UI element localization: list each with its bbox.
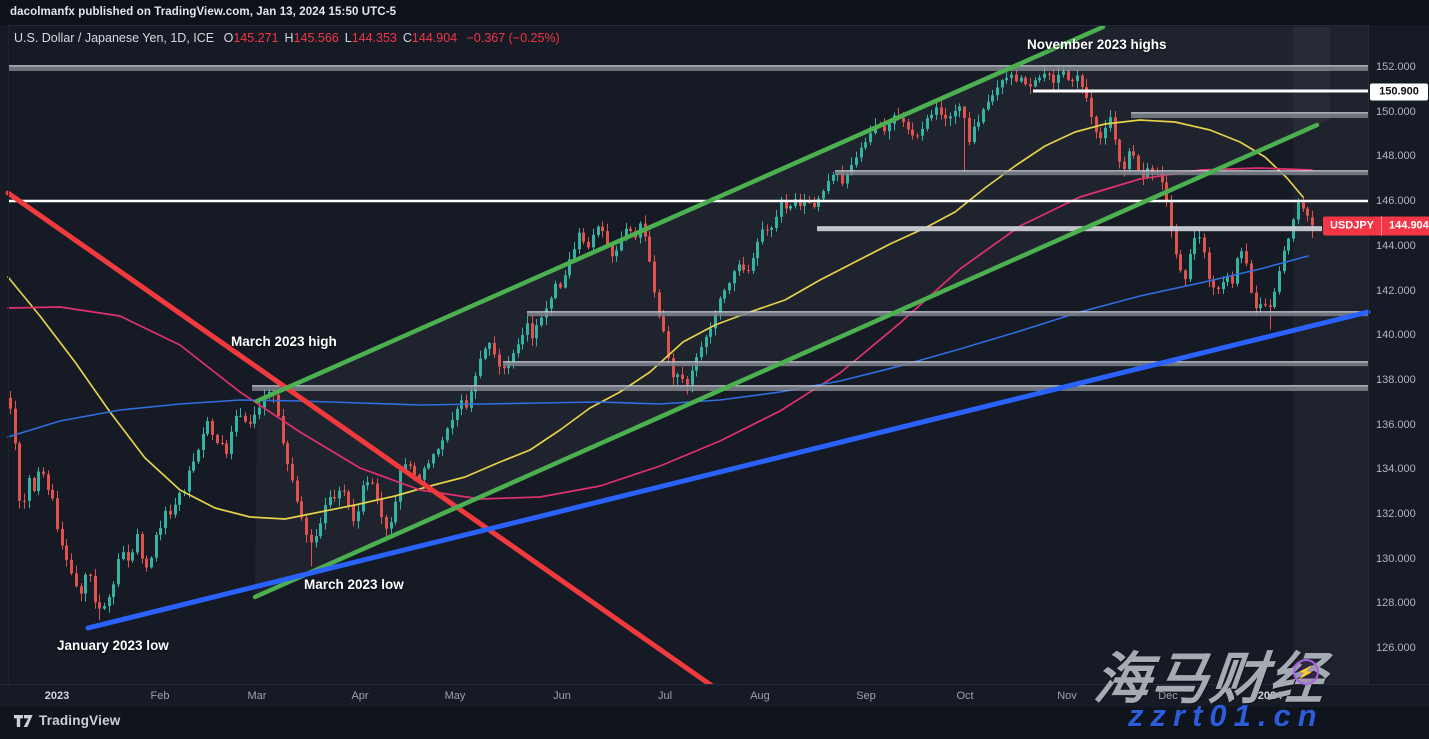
time-axis-label-Sep: Sep bbox=[856, 690, 876, 702]
red-downtrend[interactable] bbox=[5, 190, 718, 691]
green-channel-lower[interactable] bbox=[252, 122, 1320, 600]
annotation-january-2023-low: January 2023 low bbox=[57, 638, 169, 653]
price-chart-canvas[interactable] bbox=[0, 25, 1429, 707]
level-zone-138.7[interactable] bbox=[503, 361, 1368, 367]
tradingview-logo-icon bbox=[14, 714, 33, 727]
annotation-november-2023-highs: November 2023 highs bbox=[1027, 37, 1167, 52]
time-axis-label-2023: 2023 bbox=[44, 690, 70, 702]
price-axis-label: 146.000 bbox=[1376, 195, 1416, 208]
symbol-legend[interactable]: U.S. Dollar / Japanese Yen, 1D, ICE O145… bbox=[14, 31, 560, 45]
level-zone-149.9[interactable] bbox=[1131, 112, 1368, 118]
publish-bar: dacolmanfx published on TradingView.com,… bbox=[0, 0, 1429, 25]
chart-area[interactable]: U.S. Dollar / Japanese Yen, 1D, ICE O145… bbox=[0, 25, 1429, 707]
time-axis-label-Dec: Dec bbox=[1158, 690, 1178, 702]
ma-blue bbox=[7, 255, 1309, 438]
time-axis-label-Nov: Nov bbox=[1057, 690, 1077, 702]
annotation-march-2023-low: March 2023 low bbox=[304, 577, 404, 592]
level-white-146[interactable] bbox=[8, 199, 1368, 203]
level-price-badge: 150.900 bbox=[1370, 83, 1428, 101]
ma-yellow bbox=[7, 119, 1304, 520]
level-zone-137.75[interactable] bbox=[252, 385, 1368, 391]
publish-line: dacolmanfx published on TradingView.com,… bbox=[10, 6, 397, 18]
footer-bar: TradingView bbox=[0, 707, 1429, 739]
price-axis-label: 148.000 bbox=[1376, 150, 1416, 163]
price-axis-label: 126.000 bbox=[1376, 642, 1416, 655]
time-axis-label-Oct: Oct bbox=[956, 690, 974, 702]
ma-pink bbox=[7, 167, 1313, 500]
annotation-march-2023-high: March 2023 high bbox=[231, 334, 337, 349]
price-axis-label: 128.000 bbox=[1376, 597, 1416, 610]
price-axis-label: 140.000 bbox=[1376, 329, 1416, 342]
price-axis-label: 132.000 bbox=[1376, 508, 1416, 520]
badge-symbol: USDJPY bbox=[1330, 219, 1375, 232]
price-axis-label: 138.000 bbox=[1376, 373, 1416, 386]
price-axis[interactable]: 152.000 150.000 148.000 146.000 144.000 142.0… bbox=[1368, 25, 1429, 684]
last-price-badge: USDJPY 144.904 bbox=[1323, 216, 1429, 236]
time-axis-label-Aug: Aug bbox=[750, 690, 770, 702]
time-axis-label-Mar: Mar bbox=[247, 690, 267, 702]
level-zone-151.85[interactable] bbox=[8, 65, 1368, 71]
level-zone-147.35[interactable] bbox=[835, 170, 1368, 176]
time-axis-label-2024: 2024 bbox=[1257, 690, 1283, 702]
badge-price: 144.904 bbox=[1389, 219, 1429, 232]
time-axis-label-Jun: Jun bbox=[553, 690, 571, 702]
green-channel-upper[interactable] bbox=[254, 25, 1106, 404]
price-axis-label: 130.000 bbox=[1376, 552, 1416, 565]
level-zone-141.05[interactable] bbox=[527, 311, 1368, 317]
level-zone-144.8[interactable] bbox=[817, 226, 1322, 232]
symbol-title: U.S. Dollar / Japanese Yen, 1D, ICE bbox=[14, 31, 215, 45]
price-axis-label: 152.000 bbox=[1376, 61, 1416, 73]
blue-uptrend[interactable] bbox=[85, 309, 1371, 631]
price-axis-label: 150.000 bbox=[1376, 105, 1416, 118]
time-axis[interactable]: 2023 Feb Mar Apr May Jun Jul Aug Sep Oct Nov Dec 202… bbox=[0, 684, 1429, 707]
tradingview-logo-text: TradingView bbox=[39, 713, 121, 728]
time-axis-label-May: May bbox=[444, 690, 466, 702]
price-axis-label: 142.000 bbox=[1376, 284, 1416, 297]
watermark-url: zzrt01.cn bbox=[1128, 698, 1324, 733]
time-axis-label-Feb: Feb bbox=[150, 690, 170, 702]
change-value: −0.367 (−0.25%) bbox=[466, 31, 560, 45]
badge-divider bbox=[1381, 216, 1383, 236]
price-axis-label: 136.000 bbox=[1376, 418, 1416, 431]
ohlc-values: O145.271 H145.566 L144.353 C144.904 bbox=[223, 31, 458, 45]
price-axis-label: 144.000 bbox=[1376, 239, 1416, 252]
tradingview-link[interactable]: TradingView bbox=[14, 713, 120, 728]
price-axis-label: 134.000 bbox=[1376, 463, 1416, 476]
time-axis-label-Apr: Apr bbox=[351, 690, 369, 702]
time-axis-label-Jul: Jul bbox=[657, 690, 673, 702]
level-white-150.9[interactable] bbox=[1033, 89, 1368, 93]
